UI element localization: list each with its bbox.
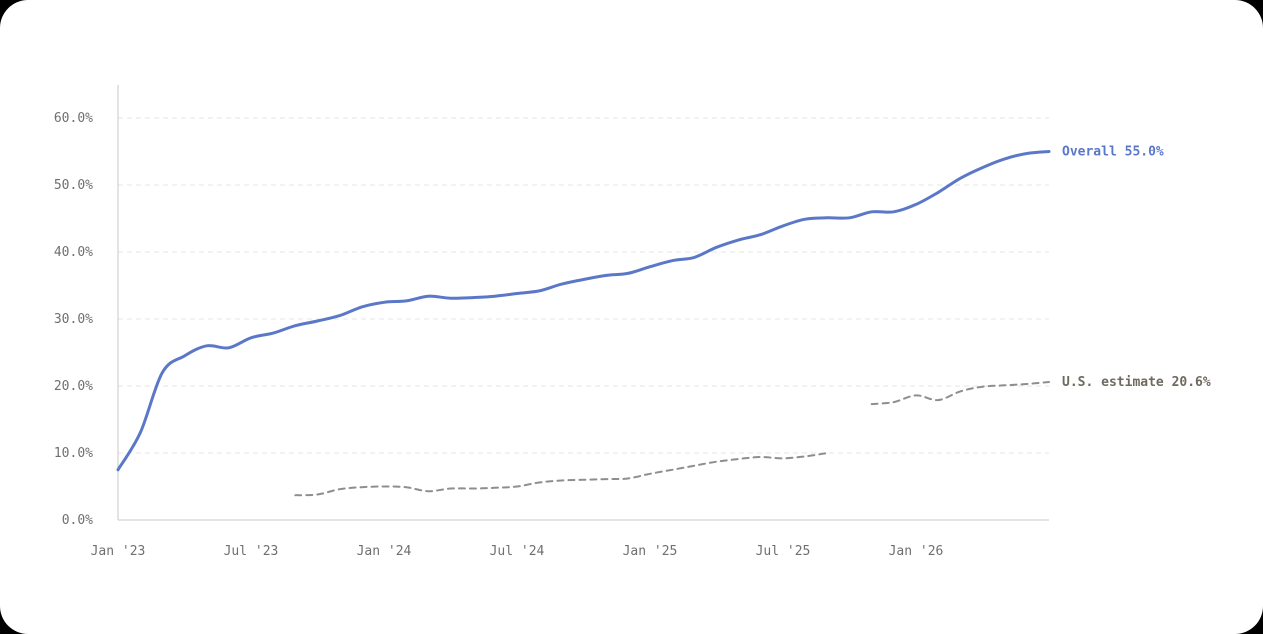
grid-lines [118,117,1049,454]
y-tick-label: 30.0% [54,312,93,327]
x-tick-label: Jul '25 [756,544,811,559]
series-line-overall [116,150,1051,472]
y-tick-label: 50.0% [54,178,93,193]
end-label-u-s-estimate: U.S. estimate 20.6% [1062,375,1211,390]
x-tick-label: Jan '25 [623,544,678,559]
y-tick-label: 10.0% [54,446,93,461]
x-tick-label: Jan '26 [889,544,944,559]
x-tick-label: Jan '24 [357,544,412,559]
end-labels: Overall 55.0% U.S. estimate 20.6% [1062,145,1211,390]
y-tick-labels: 0.0% 10.0% 20.0% 30.0% 40.0% 50.0% 60.0% [54,111,93,528]
x-tick-label: Jul '23 [224,544,279,559]
axes [117,85,1049,521]
y-tick-label: 60.0% [54,111,93,126]
x-tick-label: Jul '24 [490,544,545,559]
x-tick-label: Jan '23 [91,544,146,559]
series-line-u-s-estimate [294,452,829,497]
x-tick-labels: Jan '23 Jul '23 Jan '24 Jul '24 Jan '25 Jul '… [91,544,944,559]
y-tick-label: 20.0% [54,379,93,394]
end-label-overall: Overall 55.0% [1062,145,1164,160]
series-lines [116,150,1051,497]
y-tick-label: 0.0% [62,513,93,528]
series-line-u-s-estimate [870,381,1050,406]
y-tick-label: 40.0% [54,245,93,260]
